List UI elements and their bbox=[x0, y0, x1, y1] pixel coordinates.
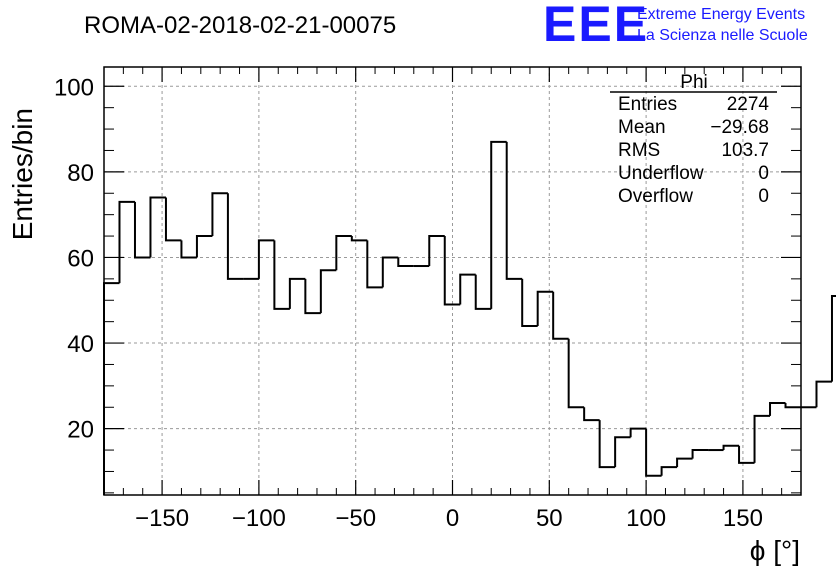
y-tick-labels: 20 40 60 80 100 bbox=[54, 74, 94, 443]
histogram-bin bbox=[288, 277, 306, 309]
y-tick-label: 40 bbox=[67, 331, 94, 358]
grid-lines bbox=[104, 67, 801, 495]
histogram-bin bbox=[830, 294, 836, 382]
histogram-bin bbox=[815, 380, 832, 408]
histogram-bin bbox=[273, 240, 290, 310]
histogram-bin bbox=[195, 235, 213, 258]
histogram-bin bbox=[366, 240, 383, 289]
histogram-bin bbox=[180, 240, 197, 259]
histogram-bin bbox=[505, 141, 523, 280]
histogram-bin bbox=[118, 200, 135, 284]
histogram-bin bbox=[769, 401, 786, 416]
histogram-bin bbox=[459, 273, 476, 305]
x-tick-label: −50 bbox=[335, 505, 376, 532]
histogram-bars bbox=[103, 140, 836, 495]
plot-frame bbox=[103, 66, 802, 496]
logo-line-1: Extreme Energy Events bbox=[637, 6, 805, 23]
histogram-bin bbox=[552, 291, 569, 340]
histogram-bin bbox=[397, 257, 414, 268]
x-tick-labels: −150 −100 −50 0 50 100 150 bbox=[135, 505, 763, 532]
stats-mean-value: −29.68 bbox=[710, 117, 769, 138]
histogram-bin bbox=[474, 274, 492, 310]
histogram-bin bbox=[149, 196, 166, 258]
x-tick-label: −100 bbox=[232, 505, 286, 532]
x-tick-label: 50 bbox=[536, 505, 563, 532]
x-axis-title: ϕ [°] bbox=[750, 535, 800, 566]
histogram-bin bbox=[583, 407, 600, 422]
stats-underflow-value: 0 bbox=[758, 163, 769, 184]
x-tick-label: 0 bbox=[446, 505, 459, 532]
histogram-bin bbox=[490, 140, 507, 309]
histogram-bin bbox=[521, 278, 538, 327]
histogram-bin bbox=[164, 197, 182, 242]
histogram-bin bbox=[629, 427, 647, 438]
histogram-bin bbox=[567, 338, 585, 409]
stats-entries-label: Entries bbox=[618, 94, 677, 115]
y-tick-label: 80 bbox=[67, 160, 94, 187]
x-tick-label: 100 bbox=[626, 505, 666, 532]
histogram-bin bbox=[753, 414, 771, 463]
histogram-bin bbox=[226, 193, 244, 280]
stats-mean-label: Mean bbox=[618, 117, 666, 138]
histogram-bin bbox=[676, 457, 693, 468]
stats-box: Phi Entries 2274 Mean −29.68 RMS 103.7 U… bbox=[610, 72, 777, 207]
histogram-bin bbox=[350, 236, 368, 242]
x-tick-label: −150 bbox=[135, 505, 189, 532]
histogram-bin bbox=[691, 449, 709, 459]
histogram-bin bbox=[645, 428, 662, 477]
y-tick-label: 100 bbox=[54, 74, 94, 101]
y-tick-label: 60 bbox=[67, 245, 94, 272]
stats-underflow-label: Underflow bbox=[618, 163, 704, 184]
histogram-bin bbox=[443, 236, 461, 306]
histogram-bin bbox=[133, 201, 151, 259]
stats-overflow-label: Overflow bbox=[618, 186, 693, 207]
y-tick-label: 20 bbox=[67, 417, 94, 444]
stats-rms-value: 103.7 bbox=[721, 140, 769, 161]
stats-entries-value: 2274 bbox=[727, 94, 770, 115]
chart-title: ROMA-02-2018-02-21-00075 bbox=[84, 12, 396, 39]
stats-rms-label: RMS bbox=[618, 140, 660, 161]
stats-title: Phi bbox=[680, 72, 707, 93]
eee-logo: EEE bbox=[543, 0, 649, 52]
histogram-bin bbox=[381, 256, 399, 288]
axis-ticks bbox=[103, 67, 802, 495]
histogram-bin bbox=[257, 239, 275, 279]
histogram-bin bbox=[536, 290, 554, 326]
histogram-bin bbox=[738, 445, 755, 464]
histogram-bin bbox=[660, 466, 678, 476]
logo-line-2: La Scienza nelle Scuole bbox=[637, 27, 808, 44]
histogram-bin bbox=[722, 444, 740, 451]
histogram-bin bbox=[428, 235, 445, 267]
histogram-bin bbox=[304, 278, 321, 315]
histogram-bin bbox=[335, 235, 352, 271]
histogram-bin bbox=[598, 420, 616, 469]
histogram-bin bbox=[319, 269, 337, 314]
y-axis-title: Entries/bin bbox=[7, 108, 38, 240]
histogram-bin bbox=[614, 436, 631, 468]
histogram-bin bbox=[211, 192, 228, 237]
x-tick-label: 150 bbox=[723, 505, 763, 532]
stats-overflow-value: 0 bbox=[758, 186, 769, 207]
